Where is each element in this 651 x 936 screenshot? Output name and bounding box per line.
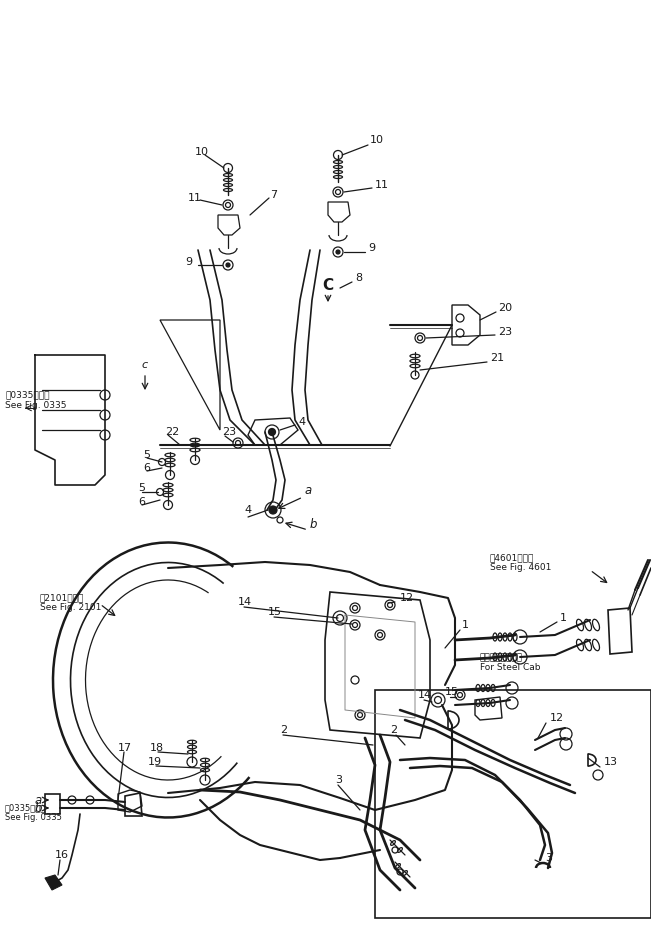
Bar	[375, 690, 651, 918]
Text: 23: 23	[222, 427, 236, 437]
Text: C: C	[322, 277, 333, 292]
Text: b: b	[310, 519, 318, 532]
Text: 16: 16	[55, 850, 69, 860]
Text: b: b	[35, 801, 42, 814]
Text: a: a	[305, 484, 312, 496]
Text: 1: 1	[462, 620, 469, 630]
Text: 12: 12	[400, 593, 414, 603]
Text: 2: 2	[390, 725, 397, 735]
Text: 15: 15	[268, 607, 282, 617]
Text: 6: 6	[143, 463, 150, 473]
Text: 18: 18	[150, 743, 164, 753]
Text: 第4601図参照: 第4601図参照	[490, 553, 534, 563]
Text: 14: 14	[238, 597, 252, 607]
Text: 第0335図参照: 第0335図参照	[5, 390, 49, 400]
Text: a: a	[35, 794, 42, 807]
Text: 21: 21	[490, 353, 504, 363]
Text: See Fig. 0335: See Fig. 0335	[5, 813, 62, 823]
Text: 9: 9	[185, 257, 192, 267]
Text: 4: 4	[244, 505, 251, 515]
Text: 1: 1	[560, 613, 567, 623]
Text: 4: 4	[298, 417, 305, 427]
Text: 22: 22	[165, 427, 179, 437]
Text: スチールキャブ用: スチールキャブ用	[480, 653, 523, 663]
Text: 5: 5	[138, 483, 145, 493]
Text: 23: 23	[498, 327, 512, 337]
Text: 7: 7	[270, 190, 277, 200]
Text: c: c	[142, 360, 148, 370]
Text: 11: 11	[375, 180, 389, 190]
Text: 9: 9	[368, 243, 375, 253]
Text: 5: 5	[143, 450, 150, 460]
Text: 3: 3	[545, 853, 552, 863]
Text: 15: 15	[445, 687, 459, 697]
Text: 13: 13	[604, 757, 618, 767]
Text: 第0335図参照: 第0335図参照	[5, 803, 46, 812]
Text: 14: 14	[418, 690, 432, 700]
Text: 2: 2	[280, 725, 287, 735]
Text: 8: 8	[355, 273, 362, 283]
Circle shape	[336, 250, 340, 254]
Text: 第2101図参照: 第2101図参照	[40, 593, 85, 603]
Text: 10: 10	[195, 147, 209, 157]
Circle shape	[269, 506, 277, 514]
Text: 11: 11	[188, 193, 202, 203]
Text: See Fig. 2101: See Fig. 2101	[40, 604, 102, 612]
Text: See Fig. 4601: See Fig. 4601	[490, 563, 551, 573]
Text: See Fig. 0335: See Fig. 0335	[5, 401, 66, 409]
Polygon shape	[45, 875, 62, 890]
Circle shape	[268, 429, 275, 435]
Text: 19: 19	[148, 757, 162, 767]
Text: 12: 12	[550, 713, 564, 723]
Text: 20: 20	[498, 303, 512, 313]
Text: For Steel Cab: For Steel Cab	[480, 664, 540, 672]
Circle shape	[226, 263, 230, 267]
Text: 10: 10	[370, 135, 384, 145]
Text: 3: 3	[335, 775, 342, 785]
Text: 6: 6	[138, 497, 145, 507]
Text: 17: 17	[118, 743, 132, 753]
